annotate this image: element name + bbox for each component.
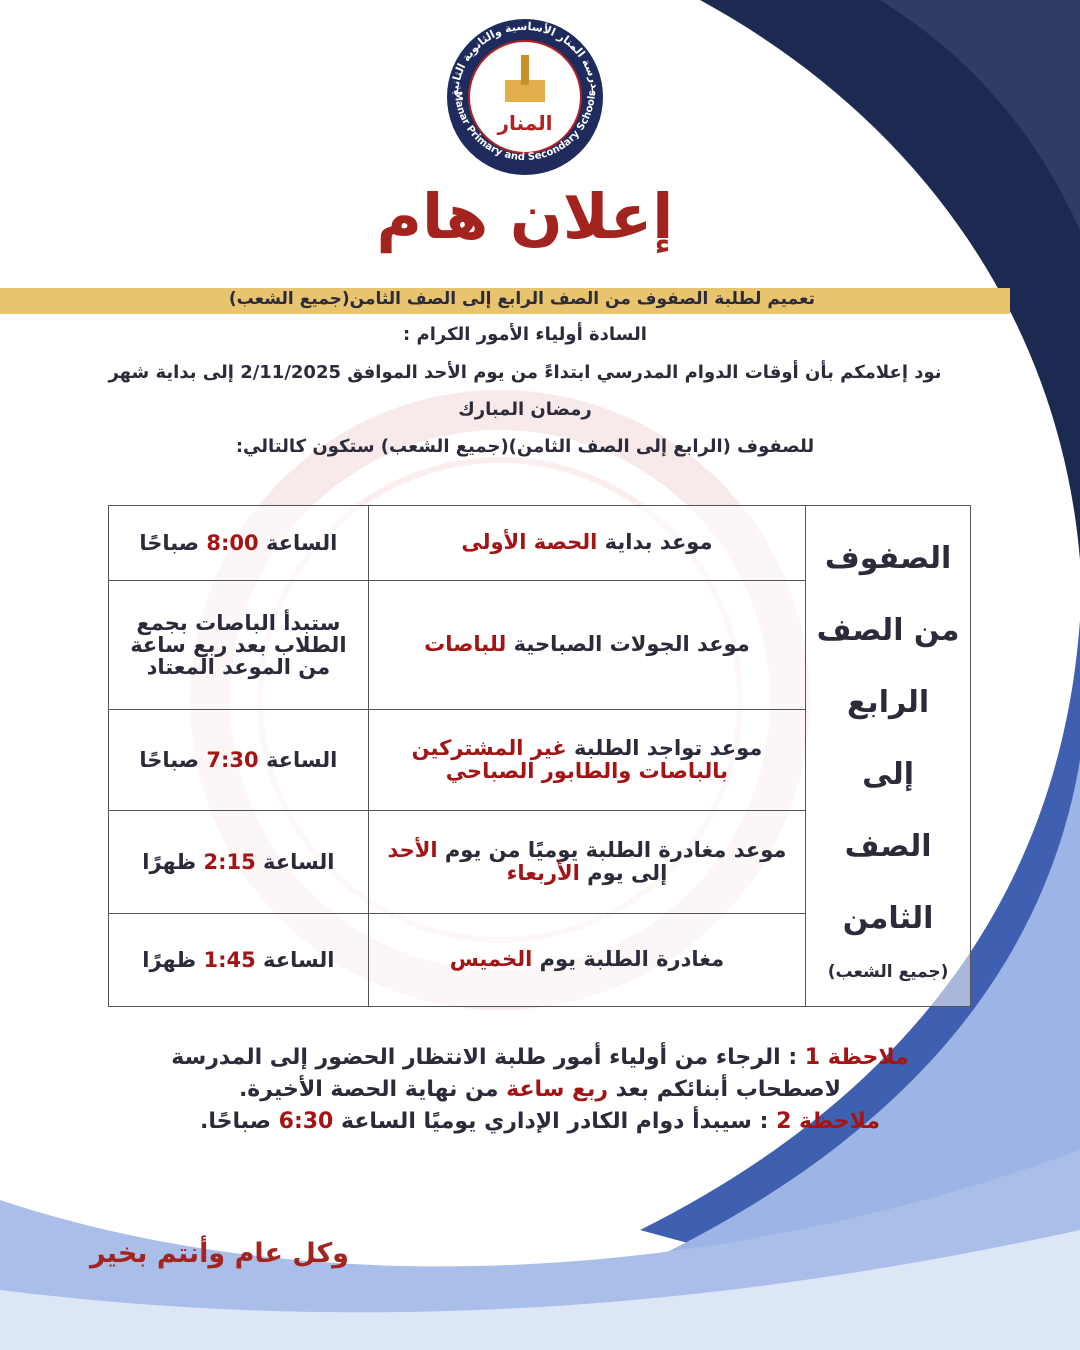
- text-segment: الأربعاء: [506, 861, 580, 885]
- text-segment: من نهاية الحصة الأخيرة.: [238, 1076, 507, 1102]
- text-segment: ملاحظة 1: [804, 1045, 909, 1070]
- table-row: موعد مغادرة الطلبة يوميًا من يوم الأحد إ…: [108, 810, 971, 914]
- text-segment: الأحد: [387, 837, 438, 862]
- text-segment: إلى يوم: [579, 861, 668, 885]
- side-line: من الصف: [816, 613, 960, 648]
- text-segment: 2:15: [203, 849, 256, 874]
- intro-line: نود إعلامكم بأن أوقات الدوام المدرسي ابت…: [108, 362, 942, 383]
- text-segment: الحصة الأولى: [461, 530, 598, 555]
- item-cell: موعد تواجد الطلبة غير المشتركين بالباصات…: [367, 709, 807, 811]
- text-segment: الخميس: [449, 947, 533, 972]
- side-line: (جميع الشعب): [827, 962, 949, 982]
- table-row: مغادرة الطلبة يوم الخميس الساعة 1:45 ظهرً…: [108, 913, 971, 1007]
- logo-tower: [521, 55, 529, 85]
- text-segment: الساعة: [258, 747, 338, 772]
- side-line: الصفوف: [824, 541, 952, 576]
- text-segment: ربع ساعة: [506, 1076, 609, 1102]
- item-cell: موعد الجولات الصباحية للباصات: [367, 580, 807, 710]
- text-segment: موعد الجولات الصباحية: [506, 632, 750, 657]
- text-segment: صباحًا: [139, 530, 207, 555]
- text-segment: ستبدأ الباصات بجمع الطلاب بعد ربع ساعة م…: [130, 610, 347, 680]
- text-segment: 7:30: [206, 747, 259, 772]
- note: ملاحظة 1 : الرجاء من أولياء أمور طلبة ال…: [130, 1042, 950, 1106]
- time-cell: الساعة 1:45 ظهرًا: [108, 913, 369, 1007]
- table-row: موعد تواجد الطلبة غير المشتركين بالباصات…: [108, 709, 971, 811]
- text-segment: : سيبدأ دوام الكادر الإداري يوميًا الساع…: [333, 1108, 777, 1134]
- bottom-shape: [0, 1230, 1080, 1350]
- corner-shape: [880, 0, 1080, 230]
- intro-line: للصفوف (الرابع إلى الصف الثامن)(جميع الش…: [235, 436, 815, 457]
- text-segment: صباحًا.: [200, 1108, 279, 1134]
- title: إعلان هام: [376, 180, 674, 253]
- schedule-table: الصفوف من الصف الرابع إلى الصف الثامن (جميع ا…: [108, 505, 971, 1007]
- intro-line: رمضان المبارك: [458, 399, 592, 420]
- time-cell: الساعة 8:00 صباحًا: [108, 505, 369, 581]
- logo: مدرسة المنار الأساسية والثانوية الثانية …: [0, 0, 603, 175]
- text-segment: للباصات: [424, 632, 507, 657]
- banner: تعميم لطلبة الصفوف من الصف الرابع إلى ال…: [0, 288, 1010, 314]
- text-segment: الساعة: [255, 849, 335, 874]
- text-segment: ظهرًا: [142, 849, 204, 874]
- note: ملاحظة 2 : سيبدأ دوام الكادر الإداري يوم…: [130, 1106, 950, 1138]
- time-cell: الساعة 2:15 ظهرًا: [108, 810, 369, 914]
- text-segment: ملاحظة 2: [776, 1108, 880, 1134]
- text-segment: مغادرة الطلبة يوم: [532, 947, 725, 972]
- item-cell: مغادرة الطلبة يوم الخميس: [367, 913, 807, 1007]
- text-segment: موعد تواجد الطلبة: [566, 735, 763, 760]
- greeting: السادة أولياء الأمور الكرام :: [403, 324, 647, 345]
- logo-book: [505, 80, 545, 102]
- table-row: الصفوف من الصف الرابع إلى الصف الثامن (جميع ا…: [108, 505, 971, 1007]
- text-segment: موعد مغادرة الطلبة يوميًا من يوم: [437, 837, 787, 862]
- side-line: إلى الصف: [844, 757, 932, 864]
- logo-name: المنار: [497, 111, 553, 135]
- text-segment: 8:00: [206, 530, 259, 555]
- banner-text: تعميم لطلبة الصفوف من الصف الرابع إلى ال…: [228, 289, 815, 309]
- text-segment: الساعة: [258, 530, 338, 555]
- side-line: الثامن: [842, 901, 934, 936]
- item-cell: موعد مغادرة الطلبة يوميًا من يوم الأحد إ…: [367, 810, 807, 914]
- side-line: الرابع: [846, 685, 930, 720]
- text-segment: غير المشتركين بالباصات والطابور الصباحي: [411, 735, 729, 783]
- side-cell: الصفوف من الصف الرابع إلى الصف الثامن (جميع ا…: [805, 505, 971, 1007]
- text-segment: ظهرًا: [142, 947, 204, 972]
- notes: ملاحظة 1 : الرجاء من أولياء أمور طلبة ال…: [130, 1042, 950, 1138]
- text-segment: صباحًا: [139, 747, 207, 772]
- text-segment: : الرجاء من أولياء أمور طلبة الانتظار ال…: [171, 1045, 842, 1102]
- corner-shape: [700, 0, 1080, 560]
- table-row: موعد الجولات الصباحية للباصات ستبدأ الباص…: [108, 580, 971, 710]
- time-cell: الساعة 7:30 صباحًا: [108, 709, 369, 811]
- time-cell: ستبدأ الباصات بجمع الطلاب بعد ربع ساعة م…: [108, 580, 369, 710]
- text-segment: 1:45: [203, 947, 256, 972]
- text-segment: موعد بداية: [597, 530, 713, 555]
- footer: وكل عام وأنتم بخير: [90, 1238, 349, 1269]
- item-cell: موعد بداية الحصة الأولى: [367, 505, 807, 581]
- text-segment: 6:30: [278, 1108, 334, 1134]
- text-segment: الساعة: [255, 947, 335, 972]
